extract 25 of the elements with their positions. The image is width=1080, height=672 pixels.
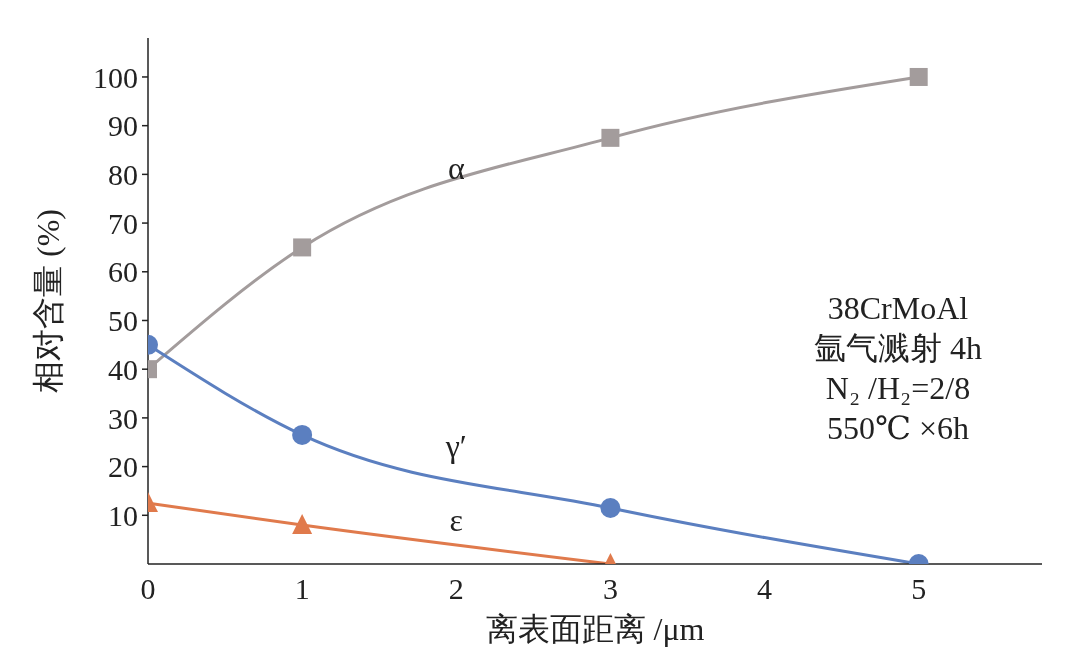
series-label: α: [447, 149, 465, 186]
x-tick-label: 0: [140, 572, 156, 606]
y-tick-label: 10: [108, 498, 138, 532]
text: 38CrMoAl: [827, 290, 969, 326]
y-axis-title: 相对含量 (%): [30, 209, 67, 393]
text: 550℃ ×6h: [827, 410, 969, 446]
y-tick-label: 50: [108, 304, 138, 338]
y-tick-label: 100: [93, 60, 138, 94]
x-tick-label: 5: [911, 572, 927, 606]
y-tick-label: 70: [108, 206, 138, 240]
x-tick-label: 1: [294, 572, 310, 606]
text: N₂ /H₂=2/8: [825, 370, 971, 406]
y-tick-label: 90: [108, 109, 138, 143]
y-tick-label: 60: [108, 255, 138, 289]
x-tick-label: 3: [602, 572, 618, 606]
y-tick-label: 40: [108, 352, 138, 386]
text: 氩气溅射 4h: [814, 330, 982, 366]
y-tick-label: 30: [108, 401, 138, 435]
y-tick-label: 80: [108, 158, 138, 192]
x-axis-title: 离表面距离 /μm: [485, 611, 705, 647]
series-label: γ′: [444, 428, 467, 465]
y-tick-label: 20: [108, 450, 138, 484]
x-tick-label: 4: [757, 572, 773, 606]
x-tick-label: 2: [448, 572, 464, 606]
series-label: ε: [449, 501, 463, 538]
